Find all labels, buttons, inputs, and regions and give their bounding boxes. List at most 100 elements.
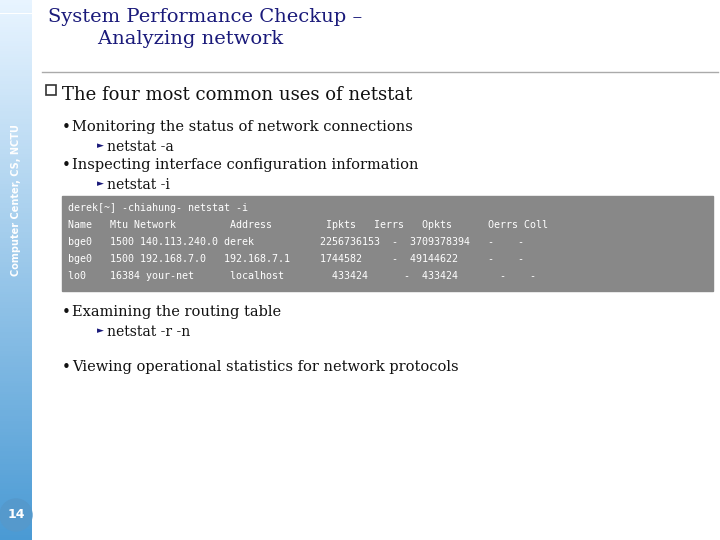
Bar bbox=[0, 516, 32, 518]
Bar bbox=[0, 76, 32, 78]
Bar bbox=[0, 481, 32, 483]
Text: Analyzing network: Analyzing network bbox=[48, 30, 283, 48]
Bar bbox=[0, 159, 32, 162]
Bar bbox=[0, 216, 32, 219]
Bar bbox=[0, 421, 32, 424]
Bar bbox=[0, 46, 32, 49]
Bar bbox=[0, 0, 32, 3]
Bar bbox=[0, 483, 32, 486]
Text: Computer Center, CS, NCTU: Computer Center, CS, NCTU bbox=[11, 124, 21, 276]
Bar bbox=[0, 310, 32, 313]
Text: derek[~] -chiahung- netstat -i: derek[~] -chiahung- netstat -i bbox=[68, 203, 248, 213]
Bar bbox=[0, 256, 32, 259]
Bar bbox=[0, 284, 32, 286]
Bar bbox=[0, 405, 32, 408]
Bar bbox=[0, 94, 32, 97]
Bar bbox=[0, 227, 32, 229]
Bar bbox=[0, 389, 32, 392]
Bar bbox=[0, 508, 32, 510]
Bar bbox=[0, 346, 32, 348]
Bar bbox=[0, 373, 32, 375]
Bar bbox=[0, 240, 32, 243]
Bar bbox=[0, 267, 32, 270]
Bar bbox=[0, 202, 32, 205]
Bar bbox=[0, 324, 32, 327]
Bar bbox=[0, 167, 32, 170]
Bar bbox=[0, 192, 32, 194]
Bar bbox=[0, 286, 32, 289]
Bar bbox=[0, 127, 32, 130]
Bar bbox=[0, 443, 32, 445]
Bar bbox=[0, 446, 32, 448]
Bar bbox=[0, 451, 32, 454]
Bar bbox=[0, 27, 32, 30]
Bar bbox=[0, 397, 32, 400]
Bar bbox=[0, 497, 32, 500]
Bar bbox=[0, 478, 32, 481]
Bar bbox=[0, 232, 32, 235]
Bar bbox=[0, 356, 32, 359]
Bar bbox=[0, 43, 32, 46]
Bar bbox=[0, 119, 32, 122]
Bar bbox=[0, 213, 32, 216]
Bar bbox=[0, 275, 32, 278]
Bar bbox=[0, 383, 32, 386]
Text: Inspecting interface configuration information: Inspecting interface configuration infor… bbox=[72, 158, 418, 172]
Bar bbox=[0, 491, 32, 494]
Bar bbox=[0, 348, 32, 351]
Bar bbox=[0, 100, 32, 103]
Bar bbox=[0, 173, 32, 176]
Bar bbox=[0, 270, 32, 273]
Bar bbox=[0, 529, 32, 532]
Bar bbox=[0, 135, 32, 138]
Bar bbox=[0, 394, 32, 397]
Bar bbox=[0, 400, 32, 402]
Bar bbox=[0, 408, 32, 410]
Text: •: • bbox=[62, 158, 71, 173]
Bar bbox=[0, 224, 32, 227]
Bar bbox=[0, 319, 32, 321]
Text: System Performance Checkup –: System Performance Checkup – bbox=[48, 8, 362, 26]
Bar bbox=[0, 316, 32, 319]
Bar bbox=[0, 8, 32, 11]
Bar bbox=[0, 459, 32, 462]
Bar bbox=[0, 294, 32, 297]
Text: The four most common uses of netstat: The four most common uses of netstat bbox=[62, 86, 413, 104]
Bar bbox=[0, 518, 32, 521]
Bar bbox=[0, 51, 32, 54]
Bar bbox=[0, 113, 32, 116]
Bar bbox=[0, 364, 32, 367]
Bar bbox=[0, 378, 32, 381]
Text: •: • bbox=[62, 360, 71, 375]
Text: netstat -r -n: netstat -r -n bbox=[107, 325, 190, 339]
Bar bbox=[0, 5, 32, 8]
Bar bbox=[62, 196, 713, 291]
Bar bbox=[0, 435, 32, 437]
Bar bbox=[0, 448, 32, 451]
Bar bbox=[0, 486, 32, 489]
Text: bge0   1500 140.113.240.0 derek           2256736153  -  3709378394   -    -: bge0 1500 140.113.240.0 derek 2256736153… bbox=[68, 237, 524, 247]
Bar bbox=[0, 211, 32, 213]
Bar bbox=[0, 502, 32, 505]
Bar bbox=[0, 289, 32, 292]
Bar bbox=[0, 178, 32, 181]
Text: 14: 14 bbox=[7, 509, 24, 522]
Bar bbox=[0, 335, 32, 338]
Bar bbox=[0, 305, 32, 308]
Bar bbox=[0, 89, 32, 92]
Bar bbox=[0, 510, 32, 513]
Bar bbox=[0, 467, 32, 470]
Bar bbox=[0, 238, 32, 240]
Bar bbox=[0, 254, 32, 256]
Bar bbox=[0, 3, 32, 5]
Bar bbox=[0, 532, 32, 535]
Bar bbox=[0, 343, 32, 346]
Text: •: • bbox=[62, 305, 71, 320]
Text: •: • bbox=[62, 120, 71, 135]
Text: Viewing operational statistics for network protocols: Viewing operational statistics for netwo… bbox=[72, 360, 459, 374]
Bar bbox=[0, 78, 32, 81]
Bar bbox=[0, 62, 32, 65]
Bar bbox=[0, 370, 32, 373]
Text: bge0   1500 192.168.7.0   192.168.7.1     1744582     -  49144622     -    -: bge0 1500 192.168.7.0 192.168.7.1 174458… bbox=[68, 254, 524, 264]
Bar bbox=[0, 68, 32, 70]
